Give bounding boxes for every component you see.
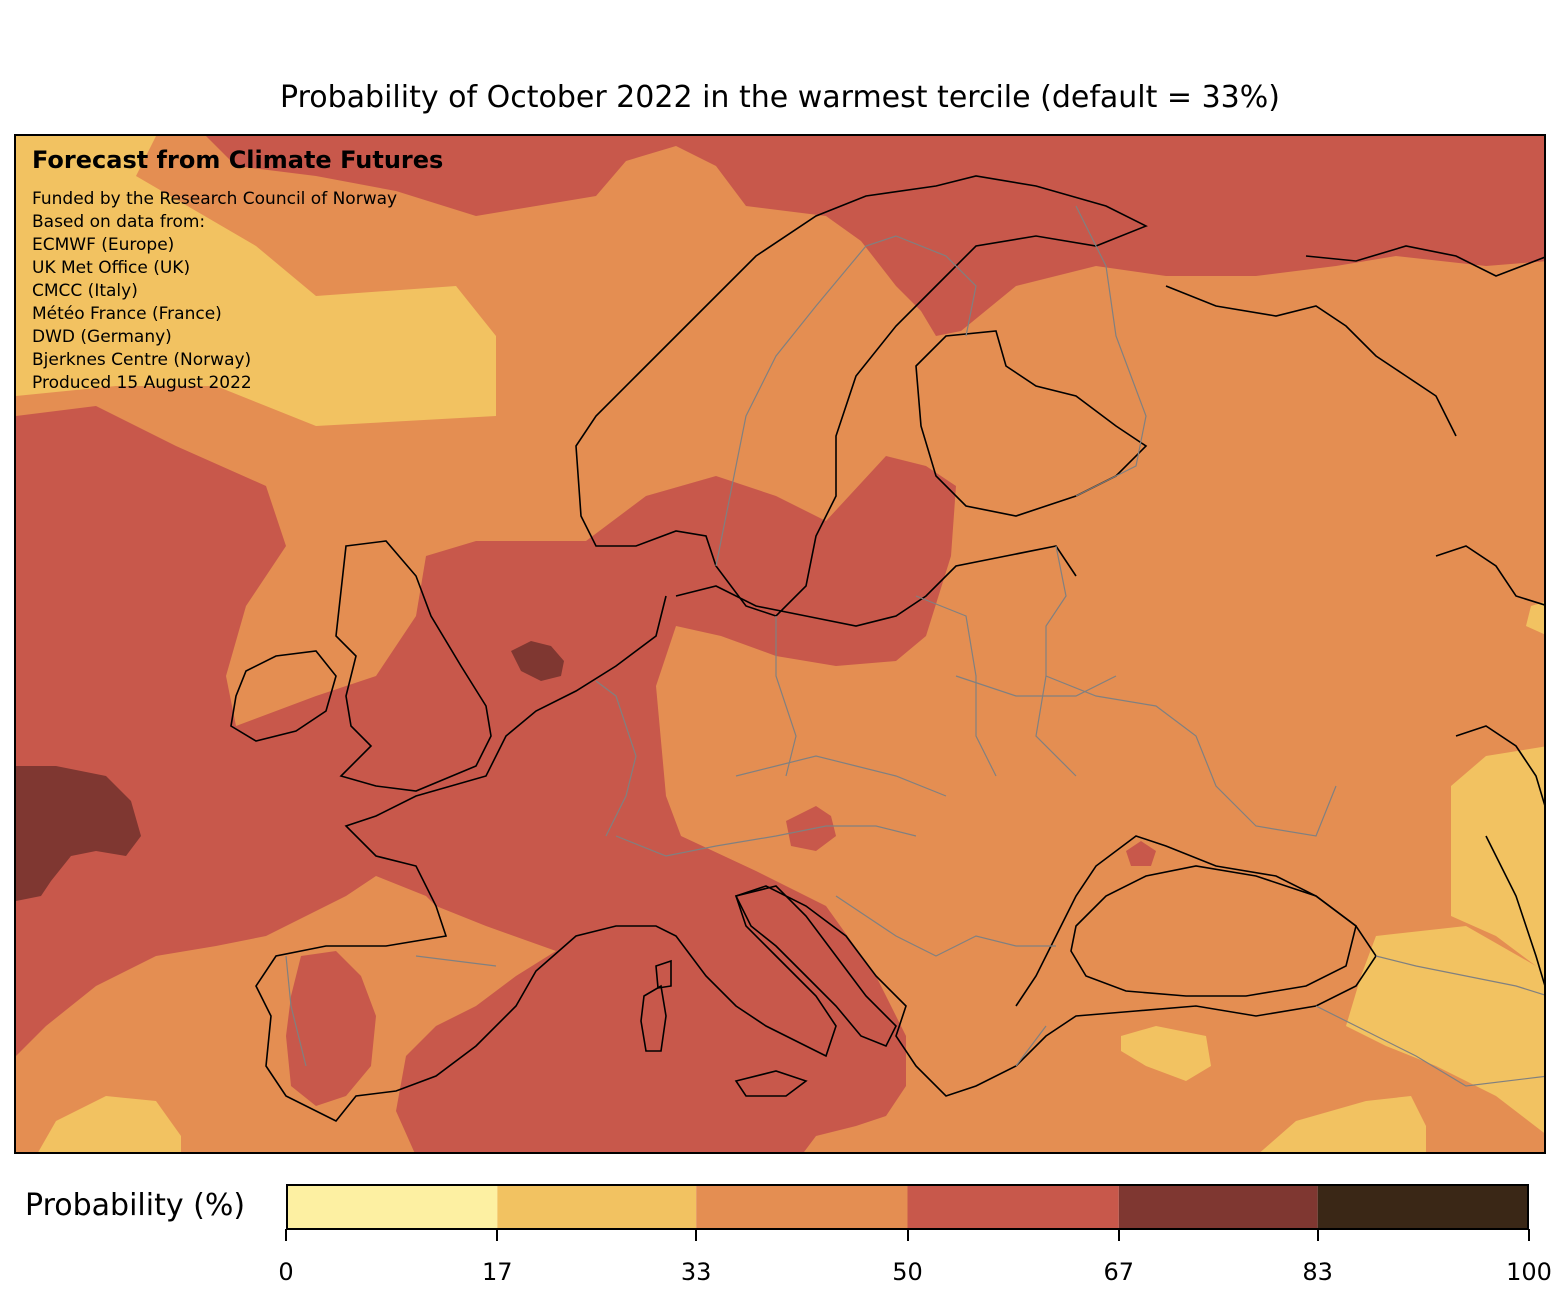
coastlines (230, 175, 1544, 1123)
field-low-rightedge (1526, 602, 1544, 635)
colorbar-bin-1 (497, 1184, 697, 1230)
credits-line: UK Met Office (UK) (32, 258, 191, 278)
border-poland-ukraine (915, 595, 997, 777)
colorbar-tick (695, 1229, 698, 1241)
colorbar-tick-label: 100 (1506, 1258, 1552, 1286)
credits-line: Météo France (France) (32, 304, 222, 324)
coastline-caspian (1435, 545, 1544, 606)
colorbar-tick-label: 67 (1103, 1258, 1135, 1286)
credits-line: Bjerknes Centre (Norway) (32, 350, 252, 370)
border-sweden-finland (895, 235, 977, 337)
field-low-turkey (1121, 1026, 1211, 1081)
coastline-black-sea (1070, 865, 1357, 997)
colorbar-tick-label: 33 (680, 1258, 712, 1286)
colorbar-tick-label: 0 (278, 1258, 294, 1286)
border-czech-slovakia (735, 755, 947, 797)
border-finland-russia (1075, 205, 1147, 497)
credits-line: CMCC (Italy) (32, 281, 138, 301)
coastline-great-britain (335, 540, 492, 792)
field-low-northwest (16, 136, 496, 426)
field-very-high-atlantic (16, 766, 141, 901)
coastline-italy (734, 885, 897, 1048)
field-high-crimea (1126, 841, 1156, 866)
field-high-north (206, 136, 1544, 336)
border-caucasus (1375, 955, 1544, 996)
border-belarus (955, 675, 1117, 697)
border-baltics-russia (1035, 545, 1077, 777)
colorbar-tick-label: 83 (1302, 1258, 1333, 1286)
coastline-scandinavia (575, 175, 1148, 617)
coastline-corsica (655, 959, 672, 989)
borders (285, 205, 1544, 1087)
colorbar-bin-4 (1118, 1184, 1318, 1230)
credits-heading: Forecast from Climate Futures (32, 146, 444, 174)
coastline-baltic-south (675, 545, 1077, 627)
colorbar-label: Probability (%) (25, 1188, 246, 1223)
colorbar-tick (1528, 1229, 1530, 1241)
border-balkans (835, 895, 1056, 957)
field-high-west (16, 406, 956, 1152)
colorbar-tick (906, 1229, 909, 1241)
colorbar-tick (496, 1229, 499, 1241)
border-france-spain (415, 955, 497, 967)
border-germany-poland (775, 616, 797, 777)
coastline-arctic-russia (1165, 245, 1544, 437)
colorbar (286, 1184, 1529, 1230)
credits-line: DWD (Germany) (32, 327, 172, 347)
border-ukraine-russia (1045, 675, 1337, 837)
colorbar-bin-0 (286, 1184, 498, 1230)
colorbar-tick-label: 50 (892, 1258, 923, 1286)
colorbar-tick (1117, 1229, 1120, 1241)
coastline-finland (915, 330, 1148, 517)
colorbar-tick (1316, 1229, 1319, 1241)
coastline-sicily (734, 1070, 808, 1097)
field-high-iberia (286, 951, 376, 1106)
field-low-southeast (1346, 746, 1544, 1133)
credits-line: Based on data from: (32, 212, 206, 232)
map-canvas (16, 136, 1544, 1152)
field-low-southwest (38, 1096, 181, 1152)
colorbar-tick-label: 17 (482, 1258, 513, 1286)
coastline-ireland (230, 650, 337, 742)
coastline-caspian-east (1455, 725, 1544, 986)
field-very-high-northsea (511, 641, 564, 681)
credits-line: ECMWF (Europe) (32, 235, 175, 255)
border-spain-portugal (285, 955, 307, 1067)
field-low-levant (1260, 1096, 1426, 1152)
coastline-sardinia (640, 984, 667, 1052)
credits-line: Funded by the Research Council of Norway (32, 189, 398, 209)
colorbar-bin-2 (696, 1184, 908, 1230)
colorbar-tick (285, 1229, 287, 1241)
credits-line: Produced 15 August 2022 (32, 373, 252, 393)
border-norway-sweden (715, 235, 897, 567)
border-turkey (1015, 1005, 1544, 1087)
credits-block: Forecast from Climate Futures Funded by … (32, 146, 443, 395)
colorbar-bin-3 (907, 1184, 1119, 1230)
colorbar-bin-5 (1317, 1184, 1529, 1230)
map-title: Probability of October 2022 in the warme… (280, 80, 1280, 115)
border-france-germany (595, 680, 637, 837)
coastline-continent-west (255, 595, 1377, 1123)
border-alps (615, 825, 917, 857)
probability-map: Forecast from Climate Futures Funded by … (14, 134, 1546, 1154)
